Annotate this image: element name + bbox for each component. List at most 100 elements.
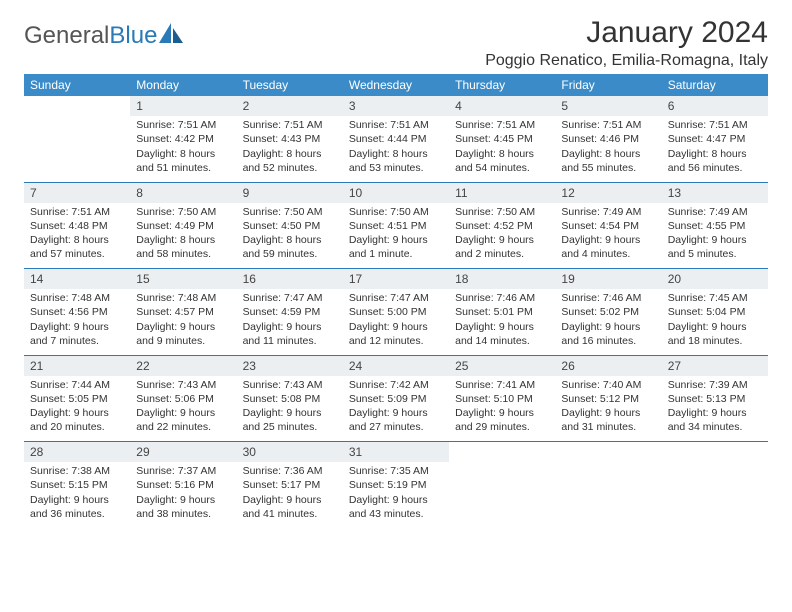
daylight-line: Daylight: 8 hours and 52 minutes.: [243, 147, 337, 175]
day-data: Sunrise: 7:36 AMSunset: 5:17 PMDaylight:…: [237, 462, 343, 525]
sunrise-line: Sunrise: 7:42 AM: [349, 378, 443, 392]
day-cell: 30Sunrise: 7:36 AMSunset: 5:17 PMDayligh…: [237, 442, 343, 528]
day-number: 4: [449, 96, 555, 116]
week-row: 7Sunrise: 7:51 AMSunset: 4:48 PMDaylight…: [24, 183, 768, 269]
day-cell: 8Sunrise: 7:50 AMSunset: 4:49 PMDaylight…: [130, 183, 236, 269]
day-cell: 20Sunrise: 7:45 AMSunset: 5:04 PMDayligh…: [662, 269, 768, 355]
daylight-line: Daylight: 9 hours and 22 minutes.: [136, 406, 230, 434]
day-data: Sunrise: 7:45 AMSunset: 5:04 PMDaylight:…: [662, 289, 768, 352]
logo-word2: Blue: [109, 22, 157, 49]
sunset-line: Sunset: 5:04 PM: [668, 305, 762, 319]
daylight-line: Daylight: 9 hours and 29 minutes.: [455, 406, 549, 434]
day-cell: 25Sunrise: 7:41 AMSunset: 5:10 PMDayligh…: [449, 356, 555, 442]
week-row: 28Sunrise: 7:38 AMSunset: 5:15 PMDayligh…: [24, 442, 768, 528]
sunrise-line: Sunrise: 7:41 AM: [455, 378, 549, 392]
daylight-line: Daylight: 8 hours and 56 minutes.: [668, 147, 762, 175]
daylight-line: Daylight: 9 hours and 25 minutes.: [243, 406, 337, 434]
day-number: 26: [555, 356, 661, 376]
day-data: Sunrise: 7:40 AMSunset: 5:12 PMDaylight:…: [555, 376, 661, 439]
sunset-line: Sunset: 4:56 PM: [30, 305, 124, 319]
day-data: Sunrise: 7:50 AMSunset: 4:49 PMDaylight:…: [130, 203, 236, 266]
day-cell: 1Sunrise: 7:51 AMSunset: 4:42 PMDaylight…: [130, 96, 236, 182]
day-data: Sunrise: 7:51 AMSunset: 4:42 PMDaylight:…: [130, 116, 236, 179]
day-cell: 14 Sunrise: 7:48 AMSunset: 4:56 PMDayligh…: [24, 269, 130, 355]
day-number: 23: [237, 356, 343, 376]
sunrise-line: Sunrise: 7:50 AM: [455, 205, 549, 219]
sunrise-line: Sunrise: 7:51 AM: [668, 118, 762, 132]
day-data: Sunrise: 7:51 AMSunset: 4:45 PMDaylight:…: [449, 116, 555, 179]
sunrise-line: Sunrise: 7:51 AM: [455, 118, 549, 132]
day-cell: 23Sunrise: 7:43 AMSunset: 5:08 PMDayligh…: [237, 356, 343, 442]
weekday-header: Sunday: [24, 74, 130, 96]
sunset-line: Sunset: 4:45 PM: [455, 132, 549, 146]
location: Poggio Renatico, Emilia-Romagna, Italy: [485, 52, 768, 70]
day-number: [662, 442, 768, 462]
sunrise-line: Sunrise: 7:48 AM: [30, 291, 124, 305]
day-cell: 2Sunrise: 7:51 AMSunset: 4:43 PMDaylight…: [237, 96, 343, 182]
logo: GeneralBlue: [24, 22, 185, 50]
sunset-line: Sunset: 5:05 PM: [30, 392, 124, 406]
month-title: January 2024: [485, 16, 768, 50]
daylight-line: Daylight: 9 hours and 43 minutes.: [349, 493, 443, 521]
day-cell: 7Sunrise: 7:51 AMSunset: 4:48 PMDaylight…: [24, 183, 130, 269]
day-cell: 5Sunrise: 7:51 AMSunset: 4:46 PMDaylight…: [555, 96, 661, 182]
sunrise-line: Sunrise: 7:44 AM: [30, 378, 124, 392]
day-number: 24: [343, 356, 449, 376]
day-cell: 4Sunrise: 7:51 AMSunset: 4:45 PMDaylight…: [449, 96, 555, 182]
sunrise-line: Sunrise: 7:47 AM: [243, 291, 337, 305]
daylight-line: Daylight: 9 hours and 1 minute.: [349, 233, 443, 261]
daylight-line: Daylight: 9 hours and 38 minutes.: [136, 493, 230, 521]
sunrise-line: Sunrise: 7:35 AM: [349, 464, 443, 478]
day-cell: 27Sunrise: 7:39 AMSunset: 5:13 PMDayligh…: [662, 356, 768, 442]
day-data: Sunrise: 7:43 AMSunset: 5:06 PMDaylight:…: [130, 376, 236, 439]
daylight-line: Daylight: 8 hours and 51 minutes.: [136, 147, 230, 175]
daylight-line: Daylight: 8 hours and 57 minutes.: [30, 233, 124, 261]
sunrise-line: Sunrise: 7:43 AM: [136, 378, 230, 392]
day-number: 19: [555, 269, 661, 289]
day-cell: 29Sunrise: 7:37 AMSunset: 5:16 PMDayligh…: [130, 442, 236, 528]
sunrise-line: Sunrise: 7:46 AM: [455, 291, 549, 305]
daylight-line: Daylight: 9 hours and 11 minutes.: [243, 320, 337, 348]
day-number: 3: [343, 96, 449, 116]
day-cell: 17Sunrise: 7:47 AMSunset: 5:00 PMDayligh…: [343, 269, 449, 355]
sunrise-line: Sunrise: 7:50 AM: [349, 205, 443, 219]
daylight-line: Daylight: 8 hours and 53 minutes.: [349, 147, 443, 175]
day-data: Sunrise: 7:37 AMSunset: 5:16 PMDaylight:…: [130, 462, 236, 525]
day-data: Sunrise: 7:41 AMSunset: 5:10 PMDaylight:…: [449, 376, 555, 439]
day-number: 25: [449, 356, 555, 376]
day-number: [24, 96, 130, 116]
day-cell: 10 Sunrise: 7:50 AMSunset: 4:51 PMDayligh…: [343, 183, 449, 269]
day-cell: 13Sunrise: 7:49 AMSunset: 4:55 PMDayligh…: [662, 183, 768, 269]
sunrise-line: Sunrise: 7:43 AM: [243, 378, 337, 392]
day-data: Sunrise: 7:51 AMSunset: 4:46 PMDaylight:…: [555, 116, 661, 179]
daylight-line: Daylight: 9 hours and 16 minutes.: [561, 320, 655, 348]
day-data: Sunrise: 7:51 AMSunset: 4:43 PMDaylight:…: [237, 116, 343, 179]
week-row: 1Sunrise: 7:51 AMSunset: 4:42 PMDaylight…: [24, 96, 768, 182]
day-cell: [662, 442, 768, 528]
sunset-line: Sunset: 4:46 PM: [561, 132, 655, 146]
logo-text: GeneralBlue: [24, 22, 157, 50]
day-cell: 26Sunrise: 7:40 AMSunset: 5:12 PMDayligh…: [555, 356, 661, 442]
week-row: 21 Sunrise: 7:44 AMSunset: 5:05 PM Dayligh…: [24, 356, 768, 442]
day-cell: 19Sunrise: 7:46 AMSunset: 5:02 PMDayligh…: [555, 269, 661, 355]
sunset-line: Sunset: 5:01 PM: [455, 305, 549, 319]
daylight-line: Daylight: 9 hours and 7 minutes.: [30, 320, 124, 348]
day-cell: 22Sunrise: 7:43 AMSunset: 5:06 PMDayligh…: [130, 356, 236, 442]
day-number: 9: [237, 183, 343, 203]
sunset-line: Sunset: 5:06 PM: [136, 392, 230, 406]
day-data: Sunrise: 7:49 AMSunset: 4:54 PMDaylight:…: [555, 203, 661, 266]
day-number: 16: [237, 269, 343, 289]
day-number: 12: [555, 183, 661, 203]
sunset-line: Sunset: 4:51 PM: [349, 219, 443, 233]
day-number: 10: [343, 183, 449, 203]
day-number: 14: [24, 269, 130, 289]
day-number: 7: [24, 183, 130, 203]
day-cell: 21Sunrise: 7:44 AMSunset: 5:05 PMDayligh…: [24, 356, 130, 442]
day-number: 21: [24, 356, 130, 376]
day-number: [449, 442, 555, 462]
sunrise-line: Sunrise: 7:39 AM: [668, 378, 762, 392]
weekday-header: Friday: [555, 74, 661, 96]
day-number: 17: [343, 269, 449, 289]
sunset-line: Sunset: 5:15 PM: [30, 478, 124, 492]
daylight-line: Daylight: 9 hours and 9 minutes.: [136, 320, 230, 348]
